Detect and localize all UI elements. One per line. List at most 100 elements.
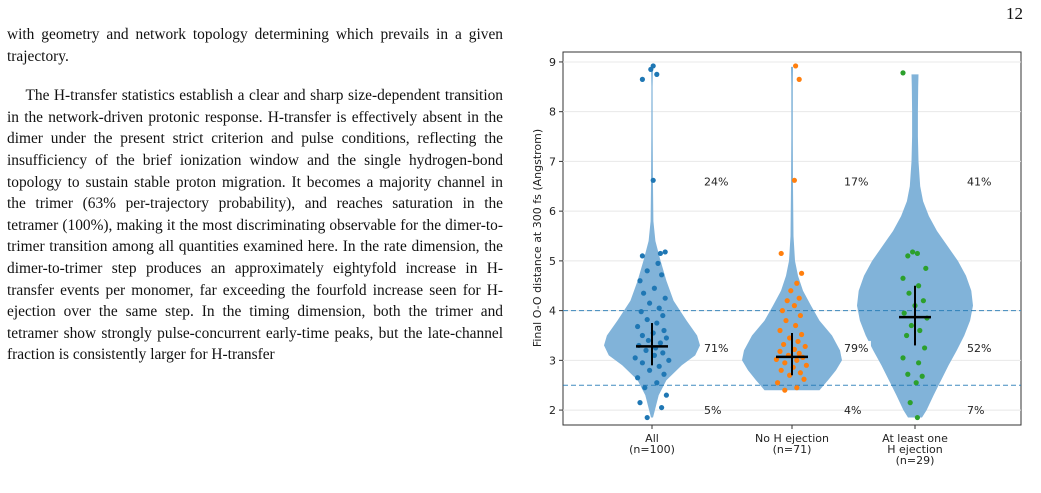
data-point	[910, 249, 916, 255]
data-point	[797, 370, 803, 376]
data-point	[655, 260, 661, 266]
pct-mid-background	[841, 340, 871, 356]
data-point	[635, 323, 641, 330]
y-tick-label: 4	[549, 305, 556, 318]
data-point	[802, 343, 808, 350]
data-point	[637, 278, 643, 284]
data-point	[787, 335, 793, 341]
data-point	[801, 376, 807, 382]
data-point	[777, 327, 783, 334]
paragraph-continuation: with geometry and network topology deter…	[7, 26, 503, 65]
data-point	[654, 320, 660, 326]
data-point	[641, 290, 647, 296]
body-text-column: with geometry and network topology deter…	[7, 24, 503, 366]
data-point	[639, 332, 645, 339]
data-point	[782, 360, 788, 366]
pct-mid-label: 52%	[967, 342, 991, 355]
data-point	[791, 346, 797, 353]
data-point	[793, 63, 799, 69]
data-point	[656, 363, 662, 369]
data-point	[659, 272, 665, 278]
data-point	[654, 71, 660, 77]
data-point	[650, 63, 656, 69]
data-point	[901, 310, 907, 316]
data-point	[920, 298, 926, 304]
data-point	[793, 322, 799, 329]
violin-body	[857, 74, 973, 418]
pct-mid-background	[701, 340, 731, 356]
y-tick-label: 6	[549, 205, 556, 218]
data-point	[916, 360, 922, 366]
y-tick-label: 8	[549, 106, 556, 119]
data-point	[639, 76, 645, 82]
data-point	[657, 250, 663, 257]
data-point	[794, 280, 800, 286]
y-axis: 2 3 4 5 6 7 8 9	[549, 56, 563, 417]
page-number: 12	[1006, 4, 1023, 23]
data-point	[797, 312, 803, 319]
data-point	[639, 253, 645, 259]
data-point	[913, 380, 919, 386]
data-point	[904, 332, 910, 339]
data-point	[907, 400, 913, 406]
data-point	[782, 387, 788, 393]
data-point	[914, 414, 920, 421]
data-point	[635, 375, 641, 381]
data-point	[905, 253, 911, 259]
data-point	[644, 414, 650, 421]
pct-below-label: 5%	[704, 404, 721, 417]
data-point	[796, 76, 802, 82]
x-tick-label: (n=29)	[896, 454, 935, 467]
pct-above-label: 24%	[704, 175, 728, 188]
data-point	[900, 275, 906, 281]
data-point	[900, 355, 906, 361]
data-point	[777, 348, 783, 354]
violin-body	[604, 66, 700, 418]
data-point	[784, 298, 790, 304]
data-point	[663, 392, 669, 398]
data-point	[644, 316, 650, 323]
pct-mid-background	[964, 340, 994, 356]
x-tick-label: All	[645, 432, 659, 445]
data-point	[661, 327, 667, 334]
data-point	[637, 400, 643, 406]
data-point	[788, 288, 794, 294]
data-point	[923, 265, 929, 271]
data-point	[651, 352, 657, 358]
violins	[604, 66, 973, 418]
x-axis: All(n=100) No H ejection(n=71) At least on…	[629, 425, 948, 467]
data-point	[779, 308, 785, 314]
data-point	[660, 350, 666, 356]
y-tick-label: 7	[549, 155, 556, 168]
data-point	[778, 250, 784, 257]
pct-above-label: 17%	[844, 175, 868, 188]
data-point	[799, 331, 805, 338]
x-tick-label: H ejection	[887, 443, 943, 456]
data-point	[908, 322, 914, 329]
data-point	[787, 372, 793, 378]
y-tick-label: 5	[549, 255, 556, 268]
data-point	[775, 380, 781, 386]
data-point	[906, 290, 912, 296]
data-point	[917, 327, 923, 334]
data-point	[660, 312, 666, 319]
data-point	[794, 385, 800, 391]
data-point	[916, 283, 922, 289]
data-point	[654, 380, 660, 386]
median-markers	[636, 285, 931, 376]
data-point	[796, 295, 802, 301]
violin-body	[742, 66, 842, 391]
data-point	[803, 362, 809, 368]
data-point	[922, 345, 928, 351]
pct-below-label: 4%	[844, 404, 861, 417]
y-tick-label: 2	[549, 404, 556, 417]
data-point	[796, 350, 802, 356]
data-point	[638, 309, 644, 315]
data-point	[778, 367, 784, 373]
data-point	[661, 371, 667, 377]
data-point	[791, 303, 797, 309]
data-point	[662, 295, 668, 301]
data-point	[647, 367, 653, 373]
pct-mid-label: 71%	[704, 342, 728, 355]
